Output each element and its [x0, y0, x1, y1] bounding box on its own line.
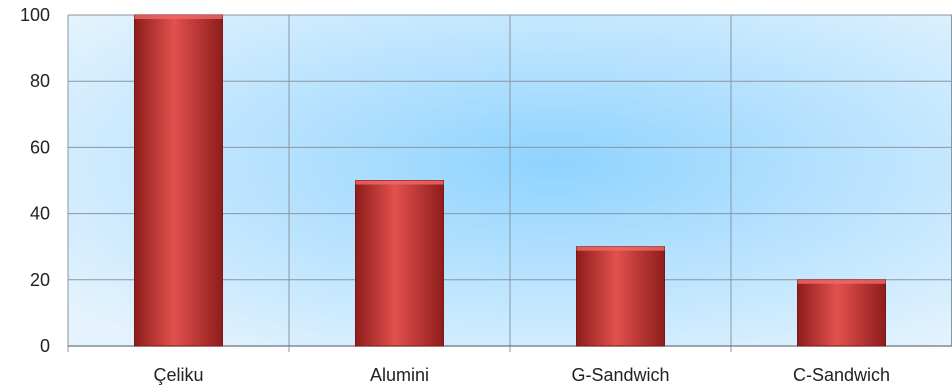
x-category-label: Alumini	[370, 365, 429, 385]
bar-highlight	[355, 180, 444, 185]
y-tick-label: 0	[40, 336, 50, 356]
x-category-label: C-Sandwich	[793, 365, 890, 385]
x-category-label: G-Sandwich	[571, 365, 669, 385]
bar-highlight	[797, 279, 886, 284]
bar-series	[134, 14, 886, 347]
y-axis: 0 20 40 60 80 100	[20, 5, 50, 356]
bar	[355, 180, 444, 347]
x-category-label: Çeliku	[153, 365, 203, 385]
y-tick-label: 60	[30, 137, 50, 157]
y-tick-label: 20	[30, 270, 50, 290]
bar-highlight	[134, 15, 223, 19]
y-tick-label: 40	[30, 204, 50, 224]
y-tick-label: 80	[30, 71, 50, 91]
x-axis: Çeliku Alumini G-Sandwich C-Sandwich	[153, 365, 890, 385]
bar-highlight	[576, 246, 665, 251]
bar	[134, 14, 223, 347]
bar	[797, 279, 886, 347]
bar	[576, 246, 665, 347]
y-tick-label: 100	[20, 5, 50, 25]
